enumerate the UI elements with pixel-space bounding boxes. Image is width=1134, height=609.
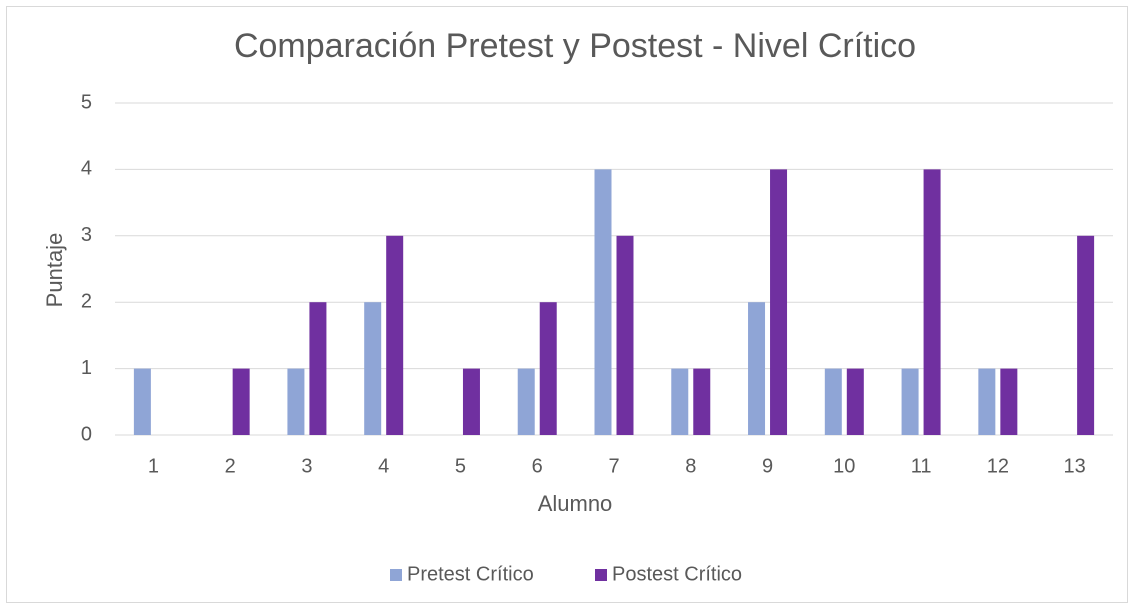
x-tick-label: 2 [225,455,236,477]
y-tick-label: 3 [81,224,92,246]
bar [978,368,996,435]
x-tick-label: 13 [1063,455,1085,477]
bar [846,368,864,435]
x-tick-label: 10 [833,455,855,477]
x-tick-label: 12 [987,455,1009,477]
x-tick-label: 9 [762,455,773,477]
x-tick-label: 1 [148,455,159,477]
bar [901,368,919,435]
bar [594,169,612,435]
bar [616,235,634,435]
bar [923,169,941,435]
bar [309,302,327,435]
bar [824,368,842,435]
bar [671,368,689,435]
bar [462,368,480,435]
bar [517,368,535,435]
y-tick-label: 5 [81,91,92,113]
legend-swatch [595,569,607,581]
chart-title: Comparación Pretest y Postest - Nivel Cr… [234,27,916,65]
bar [364,302,382,435]
y-tick-label: 2 [81,290,92,312]
bar [748,302,766,435]
y-tick-label: 4 [81,158,92,180]
bar [1077,235,1095,435]
bar [133,368,151,435]
x-tick-label: 4 [378,455,389,477]
bar [770,169,788,435]
x-axis-title: Alumno [538,491,613,516]
legend-label: Pretest Crítico [407,563,534,585]
bar [539,302,557,435]
x-tick-label: 8 [685,455,696,477]
x-tick-label: 6 [532,455,543,477]
x-tick-label: 3 [301,455,312,477]
bar [232,368,250,435]
bar [287,368,305,435]
legend-swatch [390,569,402,581]
x-tick-label: 7 [608,455,619,477]
x-tick-label: 5 [455,455,466,477]
bar [693,368,711,435]
chart-border [6,6,1128,603]
legend-label: Postest Crítico [612,563,742,585]
y-tick-label: 0 [81,423,92,445]
x-tick-label: 11 [911,455,932,477]
y-tick-label: 1 [81,357,92,379]
y-axis-title: Puntaje [42,233,67,308]
bar [1000,368,1018,435]
bar [386,235,404,435]
